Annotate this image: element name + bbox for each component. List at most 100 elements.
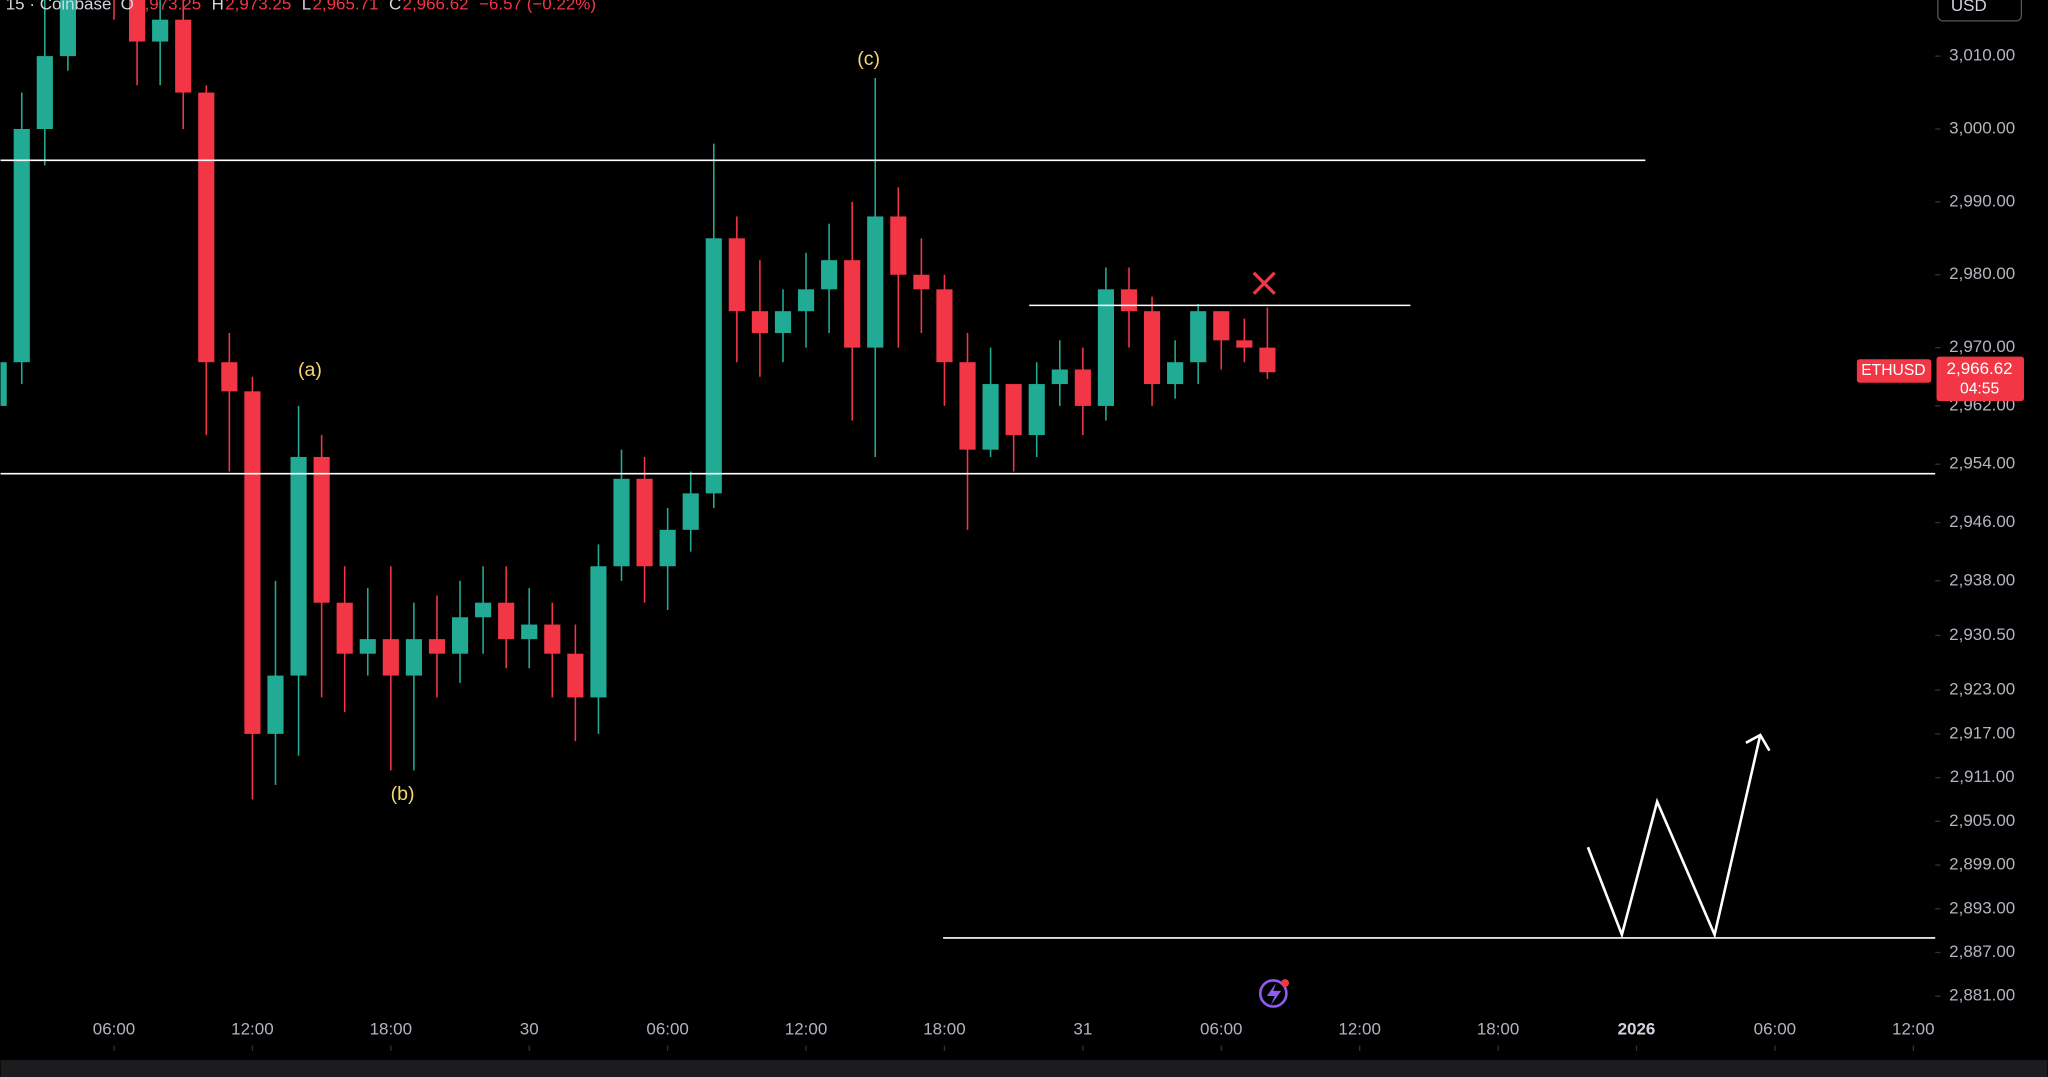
candle-body (1190, 311, 1207, 363)
candle-body (1120, 289, 1138, 312)
y-tick-label: 2,946.00 (1949, 512, 2015, 531)
candle-body (475, 602, 492, 618)
y-tick-label: 2,938.00 (1949, 570, 2015, 589)
candle-body (382, 639, 399, 676)
header: 15 · Coinbase O 2,973.25 H 2,973.25 L 2,965.7… (6, 0, 596, 14)
currency-button[interactable]: USD (1937, 0, 2023, 22)
candle-body (221, 362, 238, 392)
arrow-head (1745, 733, 1771, 752)
wave-label: (b) (391, 783, 415, 805)
candle-body (682, 493, 699, 530)
price-badge (1936, 356, 2024, 401)
y-tick-label: 3,000.00 (1949, 118, 2015, 137)
wave-label: (c) (857, 48, 880, 70)
y-tick-label: 2,905.00 (1949, 811, 2015, 830)
candle-body (1236, 340, 1253, 348)
ohlc-value: 2,973.25 (135, 0, 201, 14)
x-tick-label: 12:00 (1892, 1019, 1934, 1038)
candle-body (705, 238, 722, 494)
bottom-bar (0, 1060, 2048, 1077)
candle-body (590, 566, 607, 698)
replay-icon[interactable] (1258, 979, 1290, 1008)
projection-path (1586, 734, 1762, 939)
x-tick-label: 06:00 (93, 1019, 135, 1038)
symbol-badge (1856, 359, 1932, 383)
ohlc-key: L (302, 0, 311, 14)
x-tick-label: 18:00 (923, 1019, 965, 1038)
y-tick-label: 2,899.00 (1949, 855, 2015, 874)
y-tick-label: 2,990.00 (1949, 191, 2015, 210)
candle-body (959, 362, 976, 450)
candle-body (36, 56, 53, 129)
candle-body (821, 260, 838, 290)
symbol-info: 15 · Coinbase (6, 0, 112, 14)
candle-body (1143, 311, 1161, 385)
x-tick-label: 12:00 (1338, 1019, 1380, 1038)
candle-body (13, 128, 30, 363)
y-tick-label: 2,954.00 (1949, 454, 2015, 473)
y-tick-label: 2,923.00 (1949, 680, 2015, 699)
candle-body (751, 311, 768, 334)
candle-body (544, 624, 561, 654)
wave-label: (a) (298, 359, 322, 381)
x-tick-label: 12:00 (231, 1019, 273, 1038)
y-tick-label: 2,881.00 (1949, 986, 2015, 1005)
y-tick-label: 2,911.00 (1950, 767, 2015, 786)
price-badge-label: 2,966.62 (1947, 359, 2013, 378)
x-tick-label: 18:00 (1477, 1019, 1519, 1038)
candle-body (428, 639, 446, 654)
y-tick-label: 2,917.00 (1949, 723, 2015, 742)
candle-body (567, 653, 584, 698)
x-tick-label: 30 (520, 1019, 539, 1038)
candle-body (1213, 311, 1230, 341)
candle-body (936, 289, 953, 363)
candle-body (1167, 362, 1184, 385)
ohlc-value: 2,965.71 (312, 0, 378, 14)
ohlc-key: C (389, 0, 401, 14)
candle-body (0, 362, 7, 406)
candle-body (129, 0, 146, 42)
x-tick-label: 06:00 (646, 1019, 688, 1038)
y-tick-label: 2,930.50 (1949, 625, 2015, 644)
x-tick-label: 2026 (1618, 1019, 1656, 1038)
ohlc-value: 2,966.62 (403, 0, 469, 14)
candle-body (290, 456, 307, 676)
y-tick-label: 2,970.00 (1949, 337, 2015, 356)
candle-body (636, 478, 653, 567)
x-tick-label: 18:00 (370, 1019, 412, 1038)
ohlc-key: O (121, 0, 134, 14)
candle-body (1097, 289, 1114, 406)
x-tick-label: 12:00 (785, 1019, 827, 1038)
x-tick-label: 31 (1073, 1019, 1092, 1038)
countdown-label: 04:55 (1960, 380, 1999, 397)
y-tick-label: 2,980.00 (1949, 264, 2015, 283)
candle-body (613, 478, 630, 567)
candle-body (175, 19, 192, 93)
candle-body (728, 238, 745, 312)
candle-body (405, 639, 422, 676)
symbol-badge-label: ETHUSD (1861, 362, 1925, 379)
candle-body (890, 216, 907, 275)
candle-body (774, 311, 792, 334)
candle-body (844, 260, 861, 348)
currency-label[interactable]: USD (1951, 0, 1987, 15)
change: −6.57 (−0.22%) (479, 0, 596, 14)
candle-body (267, 675, 284, 734)
y-tick-label: 2,893.00 (1949, 898, 2015, 917)
candle-body (1028, 384, 1045, 436)
candle-body (1005, 384, 1022, 436)
candle-body (913, 274, 930, 290)
x-tick-label: 06:00 (1754, 1019, 1796, 1038)
candle-body (359, 639, 376, 654)
candle-body (152, 19, 169, 42)
candle-body (1259, 347, 1276, 373)
candle-body (313, 456, 330, 603)
candle-body (336, 602, 353, 654)
candle-body (451, 617, 469, 654)
ohlc-key: H (212, 0, 224, 14)
ohlc-value: 2,973.25 (225, 0, 291, 14)
x-marker (1252, 271, 1276, 295)
